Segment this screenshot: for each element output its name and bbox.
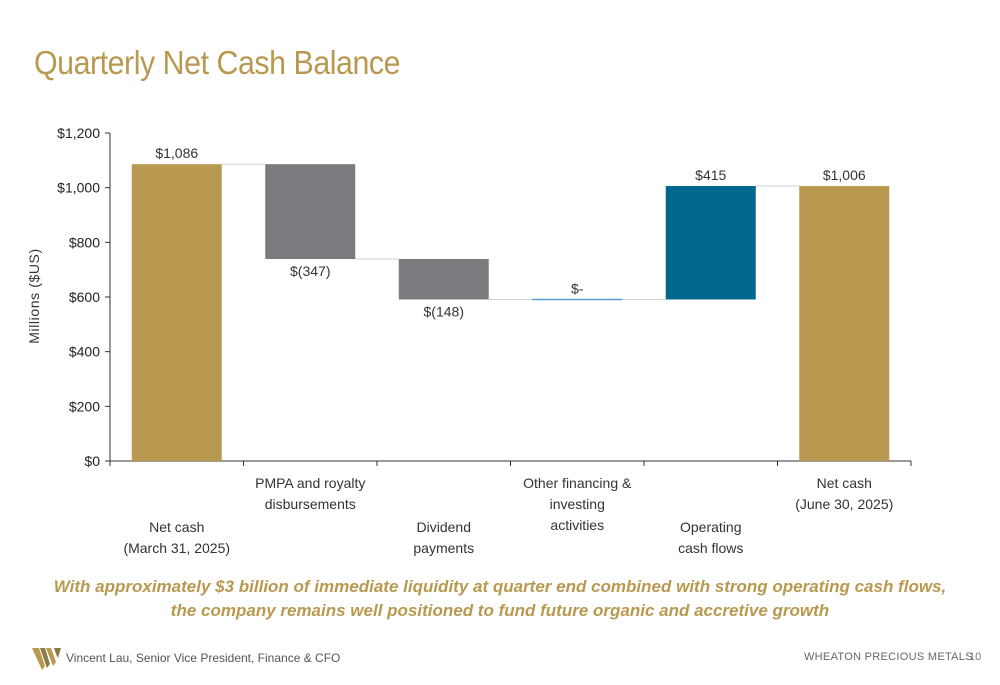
wheaton-w-logo-icon — [32, 648, 61, 670]
page-number: 10 — [969, 651, 982, 663]
bar — [265, 164, 356, 260]
category-label: activities — [550, 517, 604, 533]
bar — [665, 186, 756, 300]
category-label: investing — [550, 496, 605, 512]
summary-caption: With approximately $3 billion of immedia… — [0, 575, 1000, 623]
y-tick-label: $1,000 — [57, 180, 100, 196]
category-label: PMPA and royalty — [255, 475, 365, 491]
company-wordmark: WHEATON PRECIOUS METALS — [804, 651, 973, 663]
category-label: disbursements — [265, 496, 356, 512]
caption-line-1: With approximately $3 billion of immedia… — [53, 577, 947, 596]
y-axis: $0 $200 $400 $600 $800 $1,000 $1,200 — [57, 125, 111, 469]
y-tick-label: $200 — [69, 398, 100, 414]
y-tick-label: $400 — [69, 344, 100, 360]
category-labels: Net cash (March 31, 2025) PMPA and royalty… — [123, 475, 893, 556]
bar — [131, 164, 222, 461]
page-title: Quarterly Net Cash Balance — [34, 44, 401, 81]
data-label: $- — [571, 280, 584, 296]
data-label: $(347) — [290, 263, 330, 279]
category-label: Operating — [680, 519, 741, 535]
waterfall-chart: $0 $200 $400 $600 $800 $1,000 $1,200 $1,086 $(3… — [26, 125, 912, 556]
category-label: Dividend — [417, 519, 471, 535]
connector-lines — [221, 163, 800, 300]
data-label: $(148) — [424, 303, 464, 319]
bar — [398, 259, 489, 300]
x-axis — [109, 460, 912, 466]
y-tick-label: $600 — [69, 289, 100, 305]
category-label: Net cash — [817, 475, 872, 491]
category-label: (June 30, 2025) — [795, 496, 893, 512]
y-tick-label: $0 — [84, 453, 100, 469]
data-label: $1,006 — [823, 167, 866, 183]
category-label: Net cash — [149, 519, 204, 535]
category-label: (March 31, 2025) — [123, 540, 230, 556]
y-tick-label: $1,200 — [57, 125, 100, 141]
presenter-name: Vincent Lau, Senior Vice President, Fina… — [66, 651, 341, 665]
caption-line-2: the company remains well positioned to f… — [170, 601, 830, 620]
bars — [131, 164, 890, 461]
data-label: $1,086 — [155, 145, 198, 161]
category-label: Other financing & — [523, 475, 632, 491]
bar — [799, 186, 890, 461]
data-labels: $1,086 $(347) $(148) $- $415 $1,006 — [155, 145, 866, 319]
y-tick-label: $800 — [69, 234, 100, 250]
category-label: payments — [413, 540, 474, 556]
y-axis-label: Millions ($US) — [26, 248, 42, 344]
category-label: cash flows — [678, 540, 743, 556]
data-label: $415 — [695, 167, 726, 183]
